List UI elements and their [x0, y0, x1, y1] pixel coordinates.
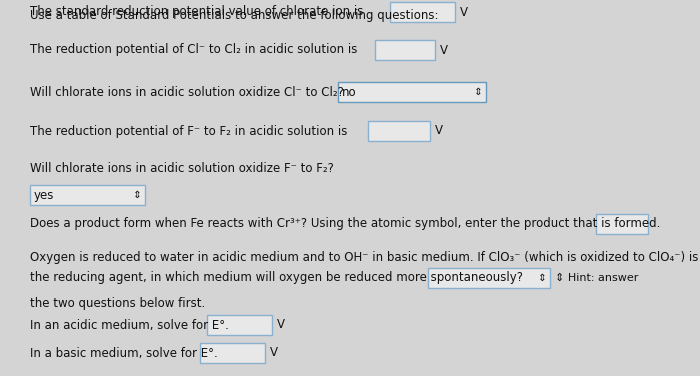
FancyBboxPatch shape	[375, 40, 435, 60]
Text: V: V	[270, 347, 278, 359]
Text: no: no	[342, 85, 356, 99]
Text: ⇕: ⇕	[474, 87, 482, 97]
Text: V: V	[435, 124, 443, 138]
Text: V: V	[440, 44, 448, 56]
FancyBboxPatch shape	[200, 343, 265, 363]
Text: Will chlorate ions in acidic solution oxidize Cl⁻ to Cl₂?: Will chlorate ions in acidic solution ox…	[30, 85, 344, 99]
FancyBboxPatch shape	[428, 268, 550, 288]
Text: The standard reduction potential value of chlorate ion is: The standard reduction potential value o…	[30, 6, 363, 18]
FancyBboxPatch shape	[207, 315, 272, 335]
Text: V: V	[277, 318, 285, 332]
Text: Will chlorate ions in acidic solution oxidize F⁻ to F₂?: Will chlorate ions in acidic solution ox…	[30, 162, 334, 174]
Text: Use a table of Standard Potentials to answer the following questions:: Use a table of Standard Potentials to an…	[30, 9, 438, 23]
Text: ⇕: ⇕	[538, 273, 547, 283]
Text: V: V	[460, 6, 468, 18]
Text: yes: yes	[34, 188, 55, 202]
Text: In a basic medium, solve for E°.: In a basic medium, solve for E°.	[30, 347, 218, 359]
FancyBboxPatch shape	[338, 82, 486, 102]
Text: the two questions below first.: the two questions below first.	[30, 297, 205, 309]
FancyBboxPatch shape	[30, 185, 145, 205]
Text: Does a product form when Fe reacts with Cr³⁺? Using the atomic symbol, enter the: Does a product form when Fe reacts with …	[30, 217, 660, 230]
Text: the reducing agent, in which medium will oxygen be reduced more spontaneously?: the reducing agent, in which medium will…	[30, 271, 523, 285]
Text: ⇕: ⇕	[132, 190, 141, 200]
Text: The reduction potential of F⁻ to F₂ in acidic solution is: The reduction potential of F⁻ to F₂ in a…	[30, 124, 347, 138]
Text: In an acidic medium, solve for E°.: In an acidic medium, solve for E°.	[30, 318, 229, 332]
Text: ⇕ Hint: answer: ⇕ Hint: answer	[555, 273, 638, 283]
FancyBboxPatch shape	[390, 2, 455, 22]
Text: Oxygen is reduced to water in acidic medium and to OH⁻ in basic medium. If ClO₃⁻: Oxygen is reduced to water in acidic med…	[30, 250, 699, 264]
FancyBboxPatch shape	[596, 214, 648, 234]
FancyBboxPatch shape	[368, 121, 430, 141]
Text: The reduction potential of Cl⁻ to Cl₂ in acidic solution is: The reduction potential of Cl⁻ to Cl₂ in…	[30, 44, 358, 56]
